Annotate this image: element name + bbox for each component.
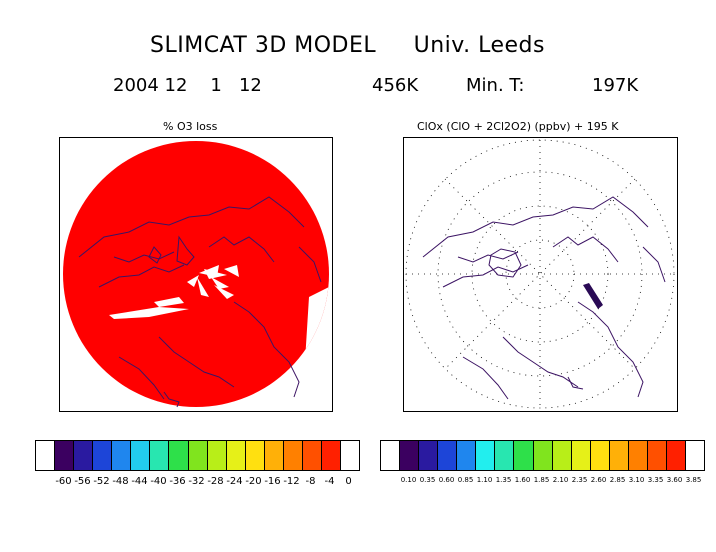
- ozone-loss-colorbar-tick-label: -36: [169, 476, 186, 487]
- clox-colorbar-swatch: [495, 441, 515, 470]
- clox-colorbar-swatch: [438, 441, 458, 470]
- clox-colorbar-swatch: [628, 441, 648, 470]
- clox-colorbar-swatch: [590, 441, 610, 470]
- clox-colorbar-swatch: [686, 441, 705, 470]
- clox-colorbar-swatch: [647, 441, 667, 470]
- clox-map: [403, 137, 678, 412]
- ozone-loss-map: [59, 137, 333, 412]
- level-label: 456K: [372, 75, 419, 96]
- ozone-loss-colorbar-tick-label: -16: [264, 476, 281, 487]
- ozone-loss-colorbar-swatch: [302, 441, 322, 470]
- clox-colorbar-swatch: [552, 441, 572, 470]
- ozone-loss-colorbar-swatch: [93, 441, 113, 470]
- min-temperature-value: 197K: [592, 75, 639, 96]
- ozone-loss-colorbar-swatch: [207, 441, 227, 470]
- clox-patch: [583, 283, 603, 309]
- coastlines: [78, 196, 322, 408]
- ozone-loss-colorbar-tick-label: -44: [131, 476, 148, 487]
- clox-colorbar-tick-label: 1.10: [476, 476, 493, 484]
- clox-colorbar-swatch: [476, 441, 496, 470]
- graticule: [405, 139, 675, 409]
- clox-colorbar-tick-label: 1.60: [514, 476, 531, 484]
- ozone-loss-colorbar: [35, 440, 360, 471]
- clox-colorbar-tick-label: 0.60: [438, 476, 455, 484]
- clox-colorbar-swatch: [419, 441, 439, 470]
- clox-colorbar-labels: 0.10 0.35 0.60 0.85 1.10 1.35 1.60 1.85 2.10 2.35…: [380, 476, 703, 488]
- clox-colorbar-swatch: [666, 441, 686, 470]
- clox-colorbar: [380, 440, 705, 471]
- ozone-loss-colorbar-tick-label: -28: [207, 476, 224, 487]
- clox-colorbar-swatch: [457, 441, 477, 470]
- ozone-loss-colorbar-labels: -60 -56 -52 -48 -44 -40 -36 -32 -28 -24 -20 -16 -12-…: [35, 476, 358, 488]
- ozone-loss-colorbar-tick-label: -48: [112, 476, 129, 487]
- clox-colorbar-tick-label: 3.60: [666, 476, 683, 484]
- clox-colorbar-swatch: [514, 441, 534, 470]
- clox-colorbar-tick-label: 3.35: [647, 476, 664, 484]
- ozone-loss-colorbar-swatch: [131, 441, 151, 470]
- clox-colorbar-swatch: [381, 441, 401, 470]
- ozone-loss-colorbar-tick-label: 0: [345, 476, 352, 487]
- ozone-loss-colorbar-tick-label: -52: [93, 476, 110, 487]
- ozone-loss-colorbar-swatch: [188, 441, 208, 470]
- ozone-loss-colorbar-swatch: [245, 441, 265, 470]
- ozone-loss-colorbar-swatch: [226, 441, 246, 470]
- ozone-loss-colorbar-swatch: [74, 441, 94, 470]
- left-panel-title: % O3 loss: [163, 120, 218, 133]
- ozone-loss-colorbar-tick-label: -40: [150, 476, 167, 487]
- clox-colorbar-swatch: [571, 441, 591, 470]
- clox-colorbar-tick-label: 2.85: [609, 476, 626, 484]
- clox-map-svg: [403, 137, 678, 412]
- clox-colorbar-swatch: [400, 441, 420, 470]
- ozone-loss-colorbar-tick-label: -4: [324, 476, 335, 487]
- clox-colorbar-tick-label: 0.10: [400, 476, 417, 484]
- clox-colorbar-tick-label: 2.60: [590, 476, 607, 484]
- ozone-loss-colorbar-swatch: [55, 441, 75, 470]
- right-panel-title: ClOx (ClO + 2Cl2O2) (ppbv) + 195 K: [417, 120, 619, 133]
- ozone-loss-colorbar-tick-label: -8: [305, 476, 316, 487]
- clox-colorbar-swatch: [533, 441, 553, 470]
- ozone-loss-colorbar-swatch: [112, 441, 132, 470]
- clox-colorbar-tick-label: 1.35: [495, 476, 512, 484]
- ozone-loss-colorbar-swatch: [283, 441, 303, 470]
- clox-colorbar-tick-label: 0.35: [419, 476, 436, 484]
- ozone-loss-colorbar-swatch: [264, 441, 284, 470]
- ozone-loss-map-svg: [59, 137, 333, 412]
- clox-colorbar-tick-label: 2.35: [571, 476, 588, 484]
- clox-colorbar-swatch: [609, 441, 629, 470]
- ozone-loss-colorbar-swatch: [341, 441, 360, 470]
- ozone-loss-colorbar-tick-label: -12: [283, 476, 300, 487]
- clox-colorbar-tick-label: 0.85: [457, 476, 474, 484]
- clox-colorbar-tick-label: 3.10: [628, 476, 645, 484]
- coastlines: [422, 196, 666, 400]
- ozone-loss-colorbar-tick-label: -60: [55, 476, 72, 487]
- map-frame: [403, 137, 678, 412]
- ozone-loss-colorbar-tick-label: -20: [245, 476, 262, 487]
- clox-colorbar-tick-label: 3.85: [685, 476, 702, 484]
- ozone-loss-colorbar-tick-label: -24: [226, 476, 243, 487]
- ozone-loss-colorbar-swatch: [169, 441, 189, 470]
- ozone-loss-colorbar-tick-label: -56: [74, 476, 91, 487]
- ozone-loss-colorbar-swatch: [36, 441, 56, 470]
- clox-colorbar-tick-label: 1.85: [533, 476, 550, 484]
- clox-colorbar-tick-label: 2.10: [552, 476, 569, 484]
- ozone-loss-colorbar-swatch: [150, 441, 170, 470]
- ozone-loss-colorbar-swatch: [321, 441, 341, 470]
- ozone-loss-colorbar-tick-label: -32: [188, 476, 205, 487]
- page-title: SLIMCAT 3D MODEL Univ. Leeds: [150, 33, 545, 58]
- min-temperature-label: Min. T:: [466, 75, 525, 96]
- date-label: 2004 12 1 12: [113, 75, 262, 96]
